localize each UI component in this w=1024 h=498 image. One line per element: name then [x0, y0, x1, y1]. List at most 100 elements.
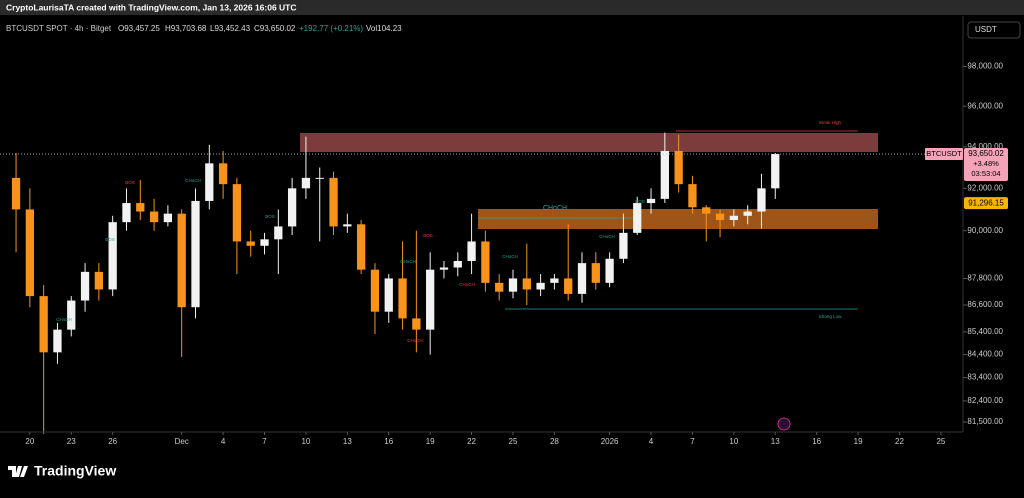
- footer-logo: TradingView: [8, 463, 116, 479]
- candle-body: [343, 224, 352, 227]
- marked-price-tag: [964, 197, 1008, 210]
- candle-body: [136, 203, 145, 212]
- last-price-change: +3.48%: [973, 159, 999, 168]
- x-tick-label: Dec: [175, 437, 189, 446]
- x-tick-label: 22: [895, 437, 904, 446]
- candle-body: [315, 177, 324, 179]
- candle-body: [426, 269, 435, 330]
- candle-body: [246, 241, 255, 246]
- annotation: BOS: [105, 237, 115, 242]
- annotation: CHoCH: [502, 254, 518, 259]
- supply-zone: [300, 133, 878, 152]
- currency-button[interactable]: [967, 21, 1021, 39]
- candle-body: [577, 263, 587, 294]
- last-price-tag: [964, 148, 1008, 182]
- x-tick-label: 4: [649, 437, 654, 446]
- y-tick-label: 87,800.00: [967, 274, 1003, 283]
- legend-change: +192.77 (+0.21%): [299, 24, 363, 33]
- candle-body: [260, 239, 269, 246]
- candle-body: [274, 226, 283, 240]
- last-price-countdown: 03:53:04: [971, 169, 1000, 178]
- candle-body: [771, 154, 780, 189]
- x-tick-label: 7: [262, 437, 267, 446]
- y-tick-label: 83,400.00: [967, 373, 1003, 382]
- candle-body: [25, 209, 34, 297]
- news-icon[interactable]: [777, 417, 791, 431]
- candle-body: [287, 188, 297, 227]
- candle-body: [495, 282, 504, 292]
- candle-body: [122, 203, 131, 223]
- candle-body: [218, 163, 228, 185]
- annotation: CHoCH: [459, 282, 475, 287]
- candle-body: [177, 213, 186, 308]
- x-tick-label: 16: [384, 437, 393, 446]
- legend-open: O93,457.25: [118, 24, 160, 33]
- x-tick-label: 13: [343, 437, 352, 446]
- candle-body: [191, 200, 200, 308]
- candle-body: [108, 222, 117, 290]
- annotation: Strong Low: [819, 314, 843, 319]
- symbol-tag: [925, 148, 963, 161]
- symbol-tag-text: BTCUSDT: [926, 149, 962, 158]
- logo-mark: [8, 466, 28, 477]
- x-tick-label: 4: [221, 437, 226, 446]
- y-tick-label: 94,000.00: [967, 142, 1003, 151]
- x-tick-label: 28: [550, 437, 559, 446]
- candle-body: [508, 278, 518, 292]
- candle-body: [329, 177, 338, 227]
- x-tick-label: 7: [690, 437, 695, 446]
- candle-body: [11, 177, 21, 210]
- candle-body: [743, 211, 752, 216]
- candle-body: [481, 241, 490, 283]
- marked-price-label: 91,296.15: [968, 198, 1004, 207]
- candle-body: [522, 278, 531, 290]
- candle-body: [715, 213, 725, 221]
- candle-body: [591, 263, 600, 283]
- x-tick-label: 25: [936, 437, 945, 446]
- x-tick-label: 25: [509, 437, 518, 446]
- candle-body: [646, 198, 656, 204]
- legend: BTCUSDT SPOT · 4h · Bitget O93,457.25 H9…: [6, 24, 402, 33]
- candle-body: [163, 213, 173, 223]
- candle-body: [439, 267, 449, 270]
- y-tick-label: 84,400.00: [967, 350, 1003, 359]
- candle-body: [39, 296, 48, 353]
- candle-body: [149, 211, 159, 223]
- y-tick-label: 98,000.00: [967, 62, 1003, 71]
- currency[interactable]: USDT: [975, 25, 997, 34]
- annotation: CHoCH: [407, 338, 423, 343]
- candle-body: [729, 215, 738, 221]
- candle-body: [564, 278, 573, 294]
- candle-body: [536, 282, 545, 290]
- candle-body: [53, 329, 62, 353]
- x-tick-label: 2026: [601, 437, 619, 446]
- header-bar: [0, 0, 1024, 15]
- candle-body: [412, 318, 421, 330]
- candles: CHoCH Weak High Strong Low BOS BOS CHoCH CHoCH…: [11, 120, 843, 434]
- legend-low: L93,452.43: [210, 24, 251, 33]
- annotation: BOS: [423, 233, 433, 238]
- candle-body: [757, 188, 766, 212]
- demand-zone: [478, 209, 878, 229]
- annotation: BOS: [265, 214, 275, 219]
- candle-body: [467, 241, 476, 261]
- candle-body: [205, 163, 214, 201]
- annotation: Weak High: [819, 120, 841, 125]
- candle-body: [660, 150, 669, 199]
- candle-body: [357, 224, 366, 270]
- annotation: CHoCH: [543, 205, 567, 212]
- y-tick-label: 82,400.00: [967, 396, 1003, 405]
- candle-body: [301, 177, 311, 189]
- brand: TradingView: [34, 463, 116, 479]
- annotation: CHoCH: [185, 178, 201, 183]
- legend-close: C93,650.02: [254, 24, 296, 33]
- candle-body: [619, 232, 628, 259]
- candle-body: [94, 271, 104, 290]
- y-tick-label: 85,400.00: [967, 327, 1003, 336]
- candle-body: [370, 269, 380, 312]
- candle-body: [688, 184, 697, 208]
- candle-body: [605, 258, 614, 283]
- candle-body: [232, 184, 242, 242]
- legend-volume: Vol104.23: [366, 24, 402, 33]
